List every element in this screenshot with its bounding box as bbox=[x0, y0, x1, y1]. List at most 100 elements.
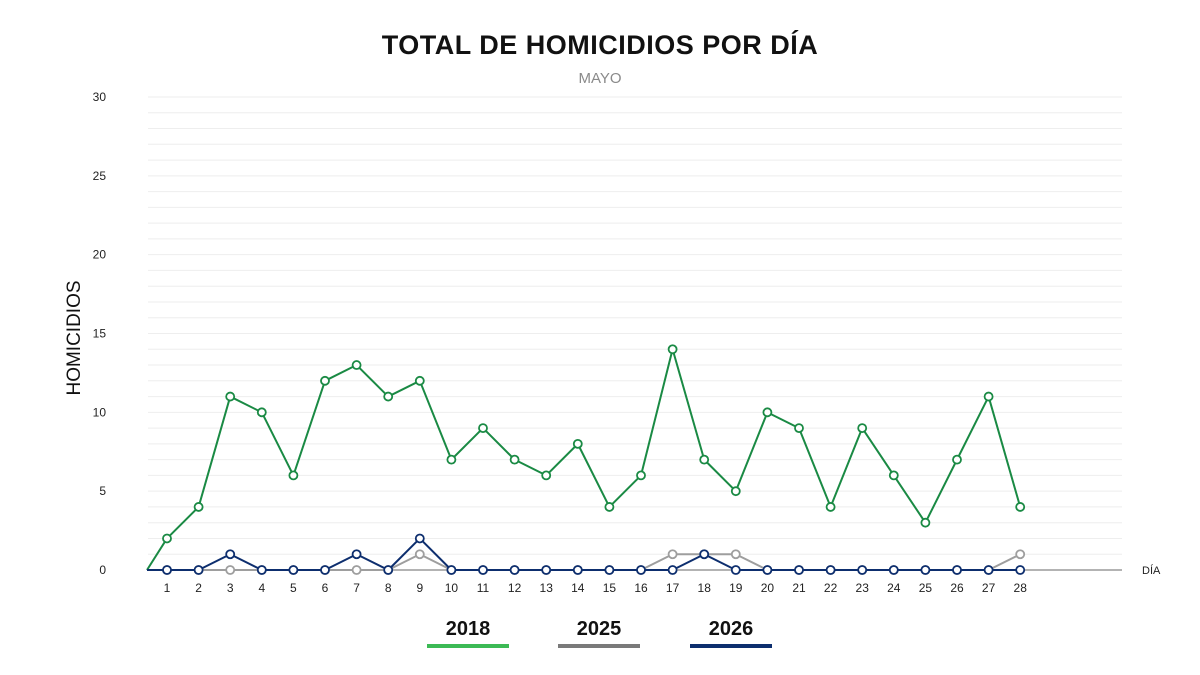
x-tick-label: 28 bbox=[1014, 581, 1028, 595]
x-tick-label: 19 bbox=[729, 581, 743, 595]
data-point-2018 bbox=[730, 486, 741, 497]
data-point-2018 bbox=[667, 344, 678, 355]
data-point-2026 bbox=[541, 565, 552, 575]
data-point-2018 bbox=[699, 454, 710, 465]
data-point-2026 bbox=[794, 565, 804, 575]
data-point-2018 bbox=[794, 423, 804, 434]
data-point-2018 bbox=[383, 391, 394, 402]
y-tick-label: 0 bbox=[99, 563, 106, 577]
data-point-2026 bbox=[667, 565, 678, 575]
data-point-2026 bbox=[193, 565, 204, 575]
data-point-2018 bbox=[888, 470, 899, 481]
legend-swatch bbox=[427, 644, 509, 648]
data-point-2018 bbox=[351, 360, 362, 370]
x-tick-label: 21 bbox=[792, 581, 806, 595]
y-tick-label: 10 bbox=[93, 405, 107, 419]
data-point-2018 bbox=[1015, 502, 1026, 512]
data-point-2018 bbox=[446, 454, 457, 465]
data-point-2026 bbox=[351, 549, 362, 560]
data-point-2018 bbox=[478, 423, 488, 434]
data-point-2026 bbox=[446, 565, 457, 575]
x-tick-label: 15 bbox=[603, 581, 617, 595]
x-tick-label: 9 bbox=[416, 581, 423, 595]
x-tick-label: 7 bbox=[353, 581, 360, 595]
x-tick-label: 11 bbox=[477, 581, 490, 595]
legend-item-2025: 2025 bbox=[558, 618, 640, 648]
x-tick-label: 26 bbox=[950, 581, 964, 595]
data-point-2026 bbox=[225, 549, 236, 560]
series-group bbox=[146, 344, 1026, 575]
x-tick-label: 6 bbox=[322, 581, 329, 595]
data-point-2026 bbox=[288, 565, 299, 575]
x-axis-label: DÍA bbox=[1142, 564, 1161, 577]
x-tick-label: 3 bbox=[227, 581, 234, 595]
y-tick-label: 5 bbox=[99, 484, 106, 498]
data-point-2026 bbox=[320, 565, 330, 575]
x-tick-label: 10 bbox=[445, 581, 459, 595]
y-tick-label: 30 bbox=[93, 90, 107, 104]
data-point-2018 bbox=[952, 454, 962, 465]
data-point-2025 bbox=[414, 549, 425, 560]
y-tick-label: 15 bbox=[93, 327, 107, 341]
legend-label: 2018 bbox=[445, 618, 491, 640]
legend-swatch bbox=[558, 644, 640, 648]
x-tick-label: 14 bbox=[571, 581, 585, 595]
data-point-2018 bbox=[256, 407, 267, 418]
chart-title: TOTAL DE HOMICIDIOS POR DÍA bbox=[381, 30, 819, 60]
data-point-2018 bbox=[225, 391, 236, 402]
data-point-2018 bbox=[604, 502, 615, 512]
data-point-2018 bbox=[414, 375, 425, 386]
data-point-2026 bbox=[414, 533, 425, 544]
data-point-2026 bbox=[920, 565, 931, 575]
y-tick-labels: 0 5 10 15 20 25 30 bbox=[93, 90, 107, 577]
data-point-2018 bbox=[541, 470, 552, 481]
data-point-2018 bbox=[162, 533, 172, 544]
series-line-2025 bbox=[147, 553, 1021, 571]
x-tick-label: 16 bbox=[634, 581, 648, 595]
data-point-2026 bbox=[636, 565, 646, 575]
data-point-2018 bbox=[320, 375, 330, 386]
legend-label: 2026 bbox=[708, 618, 754, 640]
data-point-2026 bbox=[699, 549, 710, 560]
data-point-2026 bbox=[509, 565, 520, 575]
x-tick-label: 27 bbox=[982, 581, 996, 595]
legend-swatch bbox=[690, 644, 772, 648]
data-point-2026 bbox=[383, 565, 394, 575]
data-point-2026 bbox=[478, 565, 488, 575]
data-point-2018 bbox=[920, 517, 931, 528]
x-tick-label: 20 bbox=[761, 581, 775, 595]
data-point-2025 bbox=[730, 549, 741, 560]
data-point-2018 bbox=[572, 438, 583, 449]
x-tick-label: 12 bbox=[508, 581, 522, 595]
data-point-2018 bbox=[509, 454, 520, 465]
data-point-2025 bbox=[667, 549, 678, 560]
legend-item-2018: 2018 bbox=[427, 618, 509, 648]
grid-lines bbox=[148, 96, 1122, 555]
data-point-2026 bbox=[983, 565, 994, 575]
data-point-2018 bbox=[825, 502, 836, 512]
data-point-2026 bbox=[1015, 565, 1026, 575]
data-point-2026 bbox=[762, 565, 773, 575]
x-tick-label: 1 bbox=[164, 581, 171, 595]
series-2018 bbox=[146, 344, 1026, 571]
legend-label: 2025 bbox=[576, 618, 622, 640]
x-tick-label: 24 bbox=[887, 581, 901, 595]
data-point-2018 bbox=[636, 470, 646, 481]
data-point-2018 bbox=[762, 407, 773, 418]
data-point-2026 bbox=[857, 565, 868, 575]
data-point-2026 bbox=[888, 565, 899, 575]
data-point-2026 bbox=[162, 565, 172, 575]
x-tick-labels: 1 2 3 4 5 6 7 8 9 10 11 12 13 14 15 16 17 18 19 20 21 22 23 24 2… bbox=[164, 581, 1028, 595]
data-point-2018 bbox=[193, 502, 204, 512]
data-point-2026 bbox=[825, 565, 836, 575]
data-point-2018 bbox=[983, 391, 994, 402]
data-point-2025 bbox=[1015, 549, 1026, 560]
data-point-2026 bbox=[604, 565, 615, 575]
data-point-2025 bbox=[351, 565, 362, 575]
x-tick-label: 8 bbox=[385, 581, 392, 595]
y-tick-label: 20 bbox=[93, 248, 107, 262]
x-tick-label: 2 bbox=[195, 581, 202, 595]
x-tick-label: 17 bbox=[666, 581, 680, 595]
x-tick-label: 4 bbox=[258, 581, 265, 595]
